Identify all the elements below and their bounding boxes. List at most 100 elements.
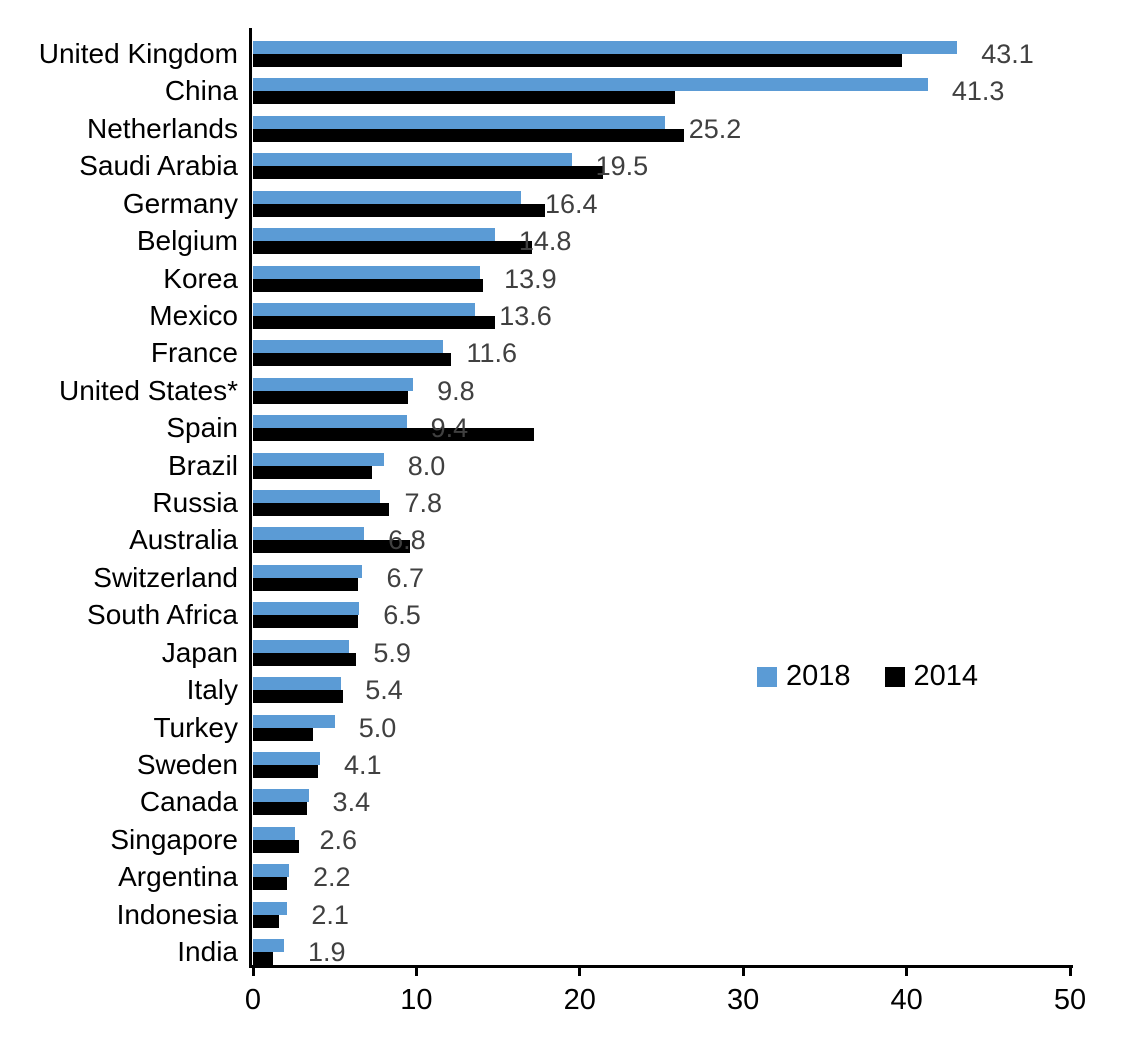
bar-2018 <box>253 714 335 728</box>
legend-item-2018: 2018 <box>757 660 851 693</box>
bar-2014 <box>253 241 533 255</box>
category-label: Singapore <box>110 823 238 855</box>
category-label: Turkey <box>153 711 238 743</box>
value-label: 3.4 <box>332 787 371 818</box>
x-axis-tick-mark <box>1068 966 1072 976</box>
bar-2018 <box>253 789 309 803</box>
x-axis-tick-mark <box>414 966 418 976</box>
y-axis-line <box>249 28 252 968</box>
value-label: 5.9 <box>373 637 411 668</box>
value-label: 7.8 <box>404 488 442 519</box>
bar-2014 <box>253 128 685 142</box>
value-label: 14.8 <box>518 226 572 257</box>
category-label: Japan <box>161 636 238 668</box>
category-label: Russia <box>152 487 238 519</box>
bar-2014 <box>253 802 307 816</box>
category-label: Belgium <box>136 225 238 257</box>
bar-2014 <box>253 428 535 442</box>
value-label: 16.4 <box>544 188 598 219</box>
bar-2014 <box>253 278 484 292</box>
value-label: 9.4 <box>430 413 469 444</box>
legend-item-2014: 2014 <box>884 660 979 693</box>
legend-label-2014: 2014 <box>913 660 979 692</box>
category-label: United States* <box>59 374 238 406</box>
value-label: 5.0 <box>358 712 397 743</box>
category-label: Argentina <box>118 861 238 893</box>
category-label: Australia <box>129 524 238 556</box>
category-label: Mexico <box>149 299 238 331</box>
bar-2018 <box>253 490 381 504</box>
bar-2014 <box>253 764 319 778</box>
category-label: Netherlands <box>87 112 238 144</box>
bar-2018 <box>253 78 928 92</box>
bar-2018 <box>253 190 521 204</box>
bar-2014 <box>253 315 495 329</box>
bar-2014 <box>253 203 546 217</box>
x-axis-tick-label: 30 <box>727 984 760 1016</box>
x-axis-tick-label: 50 <box>1053 984 1087 1016</box>
bar-2018 <box>253 115 665 129</box>
bar-2014 <box>253 615 358 629</box>
bar-2014 <box>253 503 389 517</box>
bar-2018 <box>253 302 476 316</box>
legend-swatch-2014 <box>884 666 905 687</box>
value-label: 13.9 <box>504 263 557 294</box>
x-axis-tick-label: 0 <box>244 984 262 1016</box>
bar-2014 <box>253 914 280 928</box>
bar-2014 <box>253 166 603 180</box>
value-label: 4.1 <box>343 749 382 780</box>
bar-2018 <box>253 377 414 391</box>
value-label: 25.2 <box>688 113 742 144</box>
bar-2018 <box>253 265 481 279</box>
bar-2014 <box>253 465 373 479</box>
category-label: Spain <box>166 412 238 444</box>
legend-label-2018: 2018 <box>786 660 851 692</box>
value-label: 2.6 <box>319 824 358 855</box>
bar-2014 <box>253 839 299 853</box>
value-label: 6.7 <box>386 562 425 593</box>
value-label: 6.5 <box>383 600 421 631</box>
value-label: 43.1 <box>981 39 1034 69</box>
bar-2018 <box>253 826 296 840</box>
bar-2018 <box>253 639 350 653</box>
value-label: 13.6 <box>499 300 552 331</box>
category-label: China <box>164 75 238 107</box>
bar-2018 <box>253 864 289 878</box>
bar-2014 <box>253 540 410 554</box>
x-axis-tick-mark <box>578 966 582 976</box>
category-label: South Africa <box>87 599 238 631</box>
x-axis-line <box>249 965 1073 968</box>
category-label: Germany <box>122 187 238 219</box>
x-axis-tick-mark <box>251 966 255 976</box>
value-label: 8.0 <box>407 450 446 481</box>
bar-2018 <box>253 677 342 691</box>
legend-swatch-2018 <box>757 666 777 687</box>
value-label: 1.9 <box>308 937 346 968</box>
bar-2014 <box>253 652 356 666</box>
category-label: Brazil <box>167 449 238 481</box>
bar-2018 <box>253 527 365 541</box>
value-label: 5.4 <box>365 675 403 706</box>
bar-2018 <box>253 340 443 354</box>
category-label: Saudi Arabia <box>79 150 238 182</box>
category-label: Indonesia <box>116 898 238 930</box>
bar-2014 <box>253 727 314 741</box>
chart-legend: 2018 2014 <box>757 660 978 693</box>
category-label: Korea <box>163 262 238 294</box>
value-label: 2.2 <box>312 862 351 893</box>
bar-2014 <box>253 577 358 591</box>
bar-2014 <box>253 952 273 966</box>
category-label: Switzerland <box>93 561 238 593</box>
value-label: 9.8 <box>437 375 475 406</box>
category-label: India <box>177 936 238 968</box>
bar-2018 <box>253 602 360 616</box>
bar-2014 <box>253 877 288 891</box>
bar-2014 <box>253 91 675 105</box>
x-axis-tick-label: 10 <box>400 984 433 1016</box>
bar-2014 <box>253 353 451 367</box>
value-label: 19.5 <box>595 151 649 182</box>
value-label: 41.3 <box>951 76 1005 107</box>
bar-2014 <box>253 690 343 704</box>
category-label: France <box>150 337 238 369</box>
